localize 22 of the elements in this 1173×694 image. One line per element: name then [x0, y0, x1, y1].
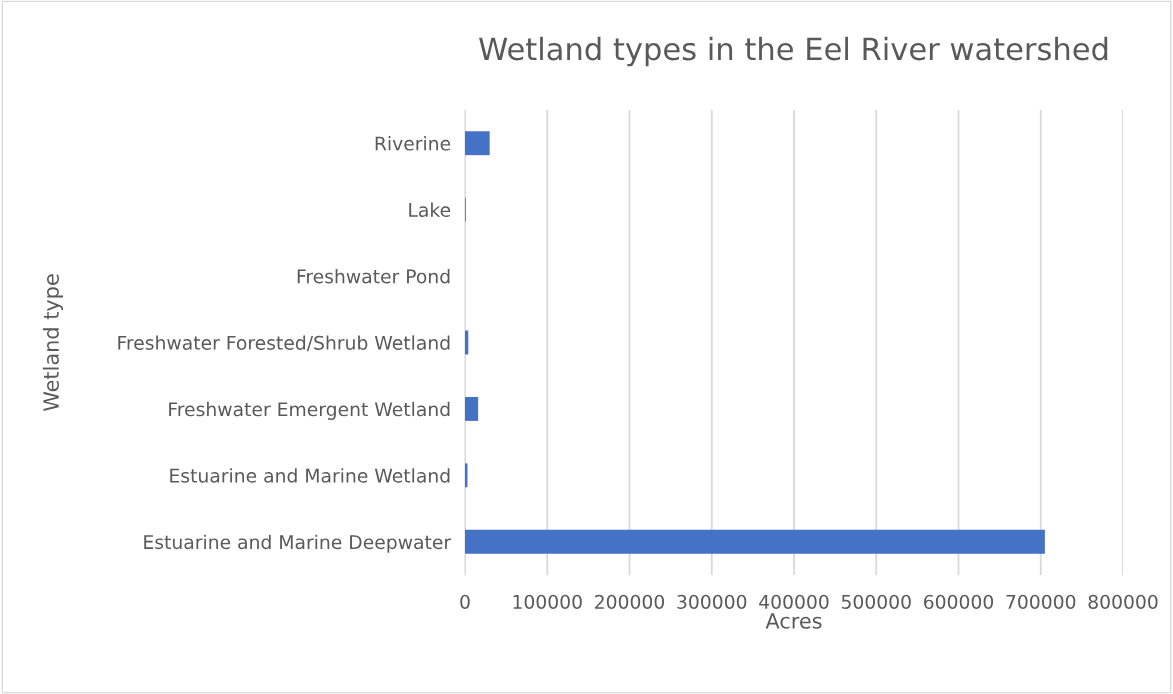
y-axis-title: Wetland type: [42, 274, 63, 412]
x-axis-title: Acres: [765, 613, 822, 629]
x-tick-label: 800000: [1088, 594, 1158, 609]
x-tick-label: 0: [460, 594, 470, 609]
chart-title: Wetland types in the Eel River watershed: [479, 36, 1108, 67]
y-tick-label: Freshwater Forested/Shrub Wetland: [118, 335, 450, 352]
x-tick-label: 500000: [841, 594, 911, 609]
x-tick-label: 700000: [1006, 594, 1076, 609]
y-tick-label: Estuarine and Marine Deepwater: [144, 534, 452, 553]
x-tick-label: 300000: [677, 594, 747, 609]
bar: [465, 396, 479, 421]
y-tick-label: Freshwater Pond: [297, 268, 450, 284]
bar: [465, 131, 490, 156]
x-tick-label: 400000: [759, 594, 829, 609]
x-tick-label: 600000: [924, 594, 994, 609]
y-tick-label: Estuarine and Marine Wetland: [170, 468, 450, 483]
bar: [465, 529, 1045, 554]
y-tick-label: Lake: [409, 202, 451, 218]
x-tick-label: 100000: [513, 594, 582, 609]
x-tick-label: 200000: [595, 594, 665, 609]
y-tick-label: Riverine: [375, 136, 451, 151]
y-tick-label: Freshwater Emergent Wetland: [169, 401, 450, 420]
